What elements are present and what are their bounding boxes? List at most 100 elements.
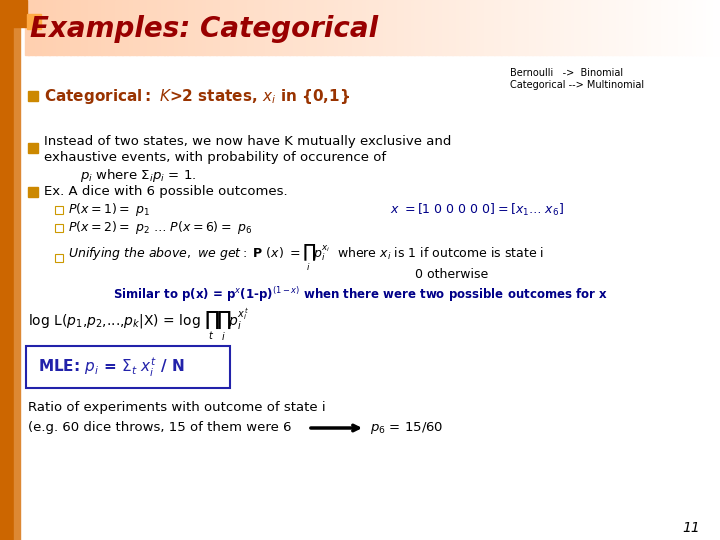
Text: $\it{Unifying\ the\ above,\ we\ get:}$ $\mathbf{P}\ (x)$ $= \prod_i p_i^{x_i}$  : $\it{Unifying\ the\ above,\ we\ get:}$ $… [68, 243, 544, 273]
Bar [237, 0, 241, 55]
Bar [477, 0, 481, 55]
Bar [345, 0, 348, 55]
Bar [442, 0, 446, 55]
Bar [53, 0, 57, 55]
Bar [400, 0, 404, 55]
Text: MLE: $\mathit{p_i}$ = $\Sigma_t\ x_i^t$ / N: MLE: $\mathit{p_i}$ = $\Sigma_t\ x_i^t$ … [38, 355, 184, 379]
Bar [619, 0, 624, 55]
Bar [560, 0, 564, 55]
Bar [63, 0, 67, 55]
Bar [522, 0, 526, 55]
Bar [70, 0, 74, 55]
Bar [713, 0, 717, 55]
Bar [366, 0, 369, 55]
Bar [14, 0, 20, 540]
Bar [490, 0, 495, 55]
Text: $P(x{=}2){=}\ p_2\ \ldots\ P(x{=}6){=}\ p_6$: $P(x{=}2){=}\ p_2\ \ldots\ P(x{=}6){=}\ … [68, 219, 252, 237]
Bar [161, 0, 164, 55]
FancyBboxPatch shape [26, 346, 230, 388]
Bar [390, 0, 394, 55]
Bar [665, 0, 668, 55]
Bar [467, 0, 470, 55]
Bar [0, 0, 27, 27]
Bar [271, 0, 276, 55]
Bar [199, 0, 203, 55]
Bar [515, 0, 519, 55]
Bar [463, 0, 467, 55]
Bar [505, 0, 508, 55]
Bar [532, 0, 536, 55]
Bar [143, 0, 147, 55]
Bar [181, 0, 185, 55]
Text: log L($\mathit{p_1}$,$\mathit{p_2}$,...,$\mathit{p_k}$|X) = log $\prod_t \prod_i: log L($\mathit{p_1}$,$\mathit{p_2}$,...,… [28, 307, 249, 343]
Bar [567, 0, 571, 55]
Bar [42, 0, 46, 55]
Bar [286, 0, 289, 55]
Text: Bernoulli   ->  Binomial
Categorical --> Multinomial: Bernoulli -> Binomial Categorical --> Mu… [510, 68, 644, 90]
Bar [570, 0, 575, 55]
Bar [109, 0, 112, 55]
Bar [105, 0, 109, 55]
Bar [630, 0, 634, 55]
Bar [546, 0, 550, 55]
Bar [636, 0, 641, 55]
Bar [202, 0, 206, 55]
Bar [487, 0, 491, 55]
Bar [376, 0, 380, 55]
Bar [338, 0, 342, 55]
Bar [220, 0, 224, 55]
Bar [206, 0, 210, 55]
Text: $p_i$ where $\Sigma_i p_i$ = 1.: $p_i$ where $\Sigma_i p_i$ = 1. [80, 166, 197, 184]
Bar [529, 0, 533, 55]
Bar [324, 0, 328, 55]
Bar [598, 0, 603, 55]
Bar [654, 0, 658, 55]
Bar [557, 0, 561, 55]
Bar [140, 0, 144, 55]
Bar [408, 0, 411, 55]
Bar [362, 0, 366, 55]
Bar [379, 0, 384, 55]
Bar [564, 0, 567, 55]
Bar [372, 0, 377, 55]
Bar [470, 0, 474, 55]
Bar [438, 0, 443, 55]
Bar [671, 0, 675, 55]
Bar [317, 0, 321, 55]
Bar [328, 0, 331, 55]
Bar [230, 0, 234, 55]
Bar [689, 0, 693, 55]
Bar [421, 0, 425, 55]
Bar [254, 0, 258, 55]
Bar [102, 0, 105, 55]
Bar [126, 0, 130, 55]
Bar [265, 0, 269, 55]
Bar [480, 0, 485, 55]
Bar [292, 0, 297, 55]
Bar [251, 0, 255, 55]
Bar [35, 0, 40, 55]
Bar [494, 0, 498, 55]
Bar [602, 0, 606, 55]
Bar [164, 0, 168, 55]
Bar [410, 0, 415, 55]
Bar [307, 0, 310, 55]
Bar [98, 0, 102, 55]
Bar [178, 0, 182, 55]
Bar [348, 0, 352, 55]
Bar [0, 0, 14, 540]
Bar [449, 0, 453, 55]
Bar [716, 0, 720, 55]
Bar [334, 0, 338, 55]
Bar [67, 0, 71, 55]
Bar [501, 0, 505, 55]
Bar [425, 0, 428, 55]
Bar [626, 0, 630, 55]
Bar [210, 0, 213, 55]
Bar [32, 0, 36, 55]
Bar [244, 0, 248, 55]
Bar [132, 0, 137, 55]
Bar [550, 0, 554, 55]
Bar [150, 0, 154, 55]
Bar [29, 0, 32, 55]
